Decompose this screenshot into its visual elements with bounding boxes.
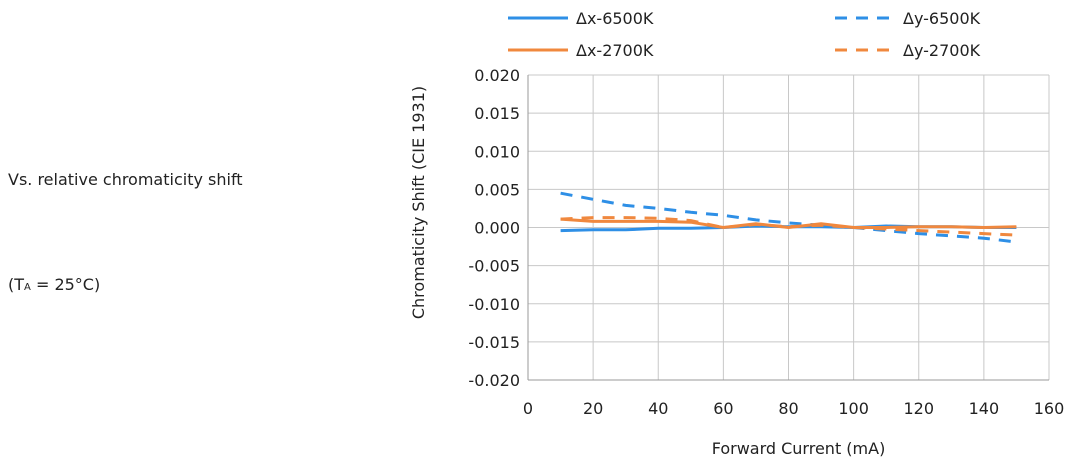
x-tick-label: 160 — [1034, 399, 1065, 418]
x-axis-title: Forward Current (mA) — [712, 439, 886, 458]
tick-labels: 0 20 40 60 80 100 120 140 160 0.020 0.015 0.010 0.00… — [468, 66, 1064, 418]
x-tick-label: 20 — [583, 399, 603, 418]
series-line-2 — [560, 191, 1017, 244]
condition-suffix: = 25°C) — [30, 275, 101, 294]
y-tick-label: 0.015 — [474, 104, 520, 123]
x-tick-label: 40 — [648, 399, 668, 418]
x-tick-label: 0 — [523, 399, 533, 418]
y-tick-label: -0.010 — [468, 295, 520, 314]
x-tick-label: 60 — [713, 399, 733, 418]
y-axis-title: Chromaticity Shift (CIE 1931) — [409, 86, 428, 319]
legend-item-4: Δy-2700K — [835, 41, 981, 60]
condition-prefix: (T — [8, 275, 25, 294]
y-tick-label: 0.010 — [474, 142, 520, 161]
temperature-condition: (TA = 25°C) — [8, 275, 100, 294]
y-tick-label: -0.015 — [468, 333, 520, 352]
axes — [527, 75, 1049, 381]
legend-label: Δx-6500K — [576, 9, 654, 28]
condition-subscript: A — [24, 282, 31, 293]
legend-label: Δx-2700K — [576, 41, 654, 60]
y-tick-label: 0.005 — [474, 180, 520, 199]
caption-text: Vs. relative chromaticity shift — [8, 170, 243, 189]
legend-item-2: Δy-6500K — [835, 9, 981, 28]
x-tick-label: 80 — [778, 399, 798, 418]
y-tick-label: -0.020 — [468, 371, 520, 390]
y-tick-label: 0.000 — [474, 219, 520, 238]
legend: Δx-6500K Δy-6500K Δx-2700K Δy-2700K — [508, 9, 981, 60]
series-line-3 — [560, 217, 1017, 229]
x-tick-label: 140 — [969, 399, 1000, 418]
x-tick-label: 100 — [838, 399, 869, 418]
legend-label: Δy-2700K — [903, 41, 981, 60]
y-tick-label: 0.020 — [474, 66, 520, 85]
x-tick-label: 120 — [903, 399, 934, 418]
series-line-4 — [560, 216, 1017, 237]
legend-item-3: Δx-2700K — [508, 41, 654, 60]
series-lines — [560, 191, 1017, 244]
legend-item-1: Δx-6500K — [508, 9, 654, 28]
legend-label: Δy-6500K — [903, 9, 981, 28]
y-tick-label: -0.005 — [468, 257, 520, 276]
